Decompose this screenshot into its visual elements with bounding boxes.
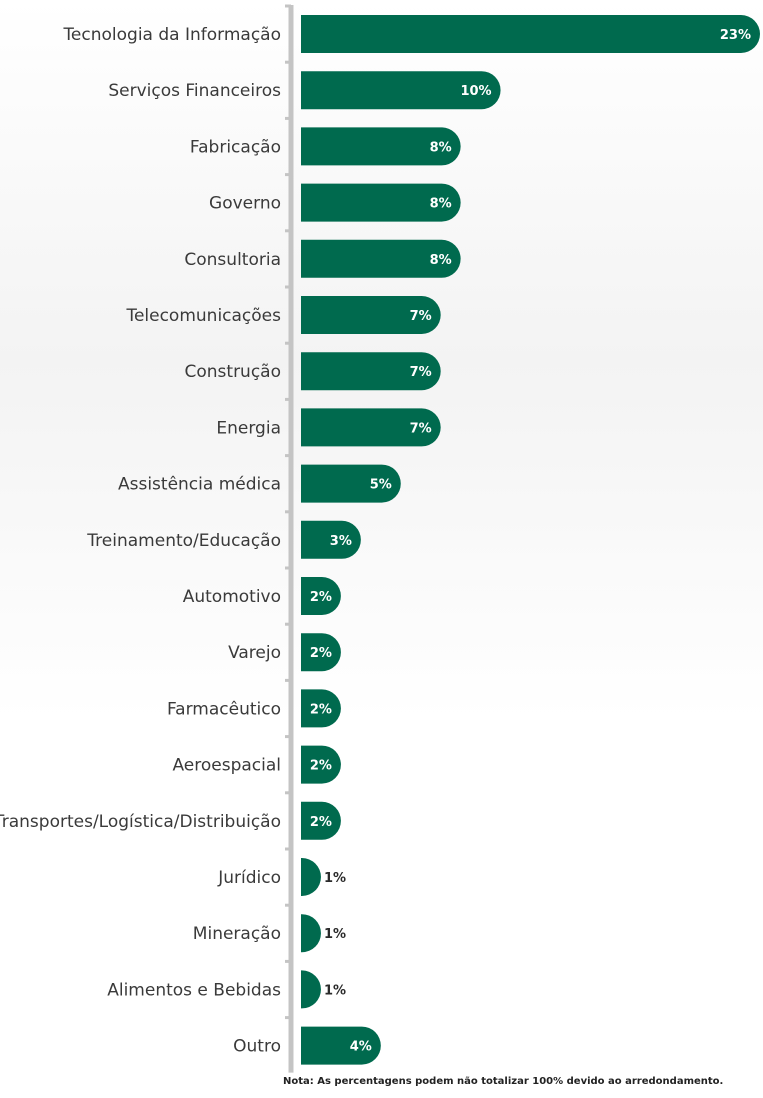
value-label: 5%: [370, 478, 392, 493]
bar-14: [301, 745, 341, 784]
bar-17: [301, 914, 321, 953]
bar-16: [301, 858, 321, 896]
category-label: Construção: [185, 362, 282, 382]
bar-5: [301, 239, 461, 278]
bars-group: [301, 15, 760, 1065]
bar-7: [301, 352, 441, 391]
value-label: 10%: [460, 84, 491, 99]
value-label: 1%: [324, 983, 346, 998]
value-label: 2%: [310, 759, 332, 774]
bar-1: [301, 15, 760, 53]
value-label: 3%: [330, 534, 352, 549]
category-label: Transportes/Logística/Distribuição: [0, 812, 281, 832]
category-label: Consultoria: [184, 250, 281, 270]
value-label: 1%: [324, 871, 346, 886]
bar-13: [301, 689, 341, 728]
value-labels-group: 23% 10% 8% 8% 8% 7% 7% 7% 5% 3% 2% 2% 2% 2% 2% 1% 1% 1% 4%: [310, 28, 751, 1055]
value-label: 2%: [310, 702, 332, 717]
category-label: Energia: [216, 418, 281, 438]
category-labels-group: Tecnologia da Informação Serviços Finance…: [0, 25, 281, 1057]
value-label: 7%: [410, 421, 432, 436]
value-label: 7%: [410, 365, 432, 380]
bar-11: [301, 577, 341, 615]
value-label: 1%: [324, 927, 346, 942]
category-label: Fabricação: [190, 137, 281, 157]
category-label: Outro: [233, 1037, 281, 1057]
category-label: Tecnologia da Informação: [62, 25, 281, 45]
footnote: Nota: As percentagens podem não totaliza…: [283, 1076, 724, 1087]
value-label: 8%: [430, 197, 452, 212]
bar-4: [301, 183, 461, 222]
category-label: Aeroespacial: [172, 756, 281, 776]
category-label: Automotivo: [183, 587, 281, 607]
bar-12: [301, 633, 341, 672]
value-label: 23%: [720, 28, 751, 43]
bar-6: [301, 296, 441, 334]
category-label: Treinamento/Educação: [86, 531, 281, 551]
bar-10: [301, 520, 361, 559]
bar-8: [301, 408, 441, 447]
value-label: 2%: [310, 815, 332, 830]
category-label: Jurídico: [217, 868, 281, 888]
value-label: 2%: [310, 590, 332, 605]
bar-9: [301, 464, 401, 503]
value-label: 8%: [430, 253, 452, 268]
bar-15: [301, 801, 341, 840]
category-label: Varejo: [228, 643, 281, 663]
category-label: Governo: [209, 194, 281, 214]
value-label: 8%: [430, 140, 452, 155]
category-label: Farmacêutico: [167, 699, 281, 719]
value-label: 4%: [350, 1040, 372, 1055]
value-label: 7%: [410, 309, 432, 324]
category-label: Mineração: [193, 924, 281, 944]
bar-19: [301, 1026, 381, 1065]
value-label: 2%: [310, 646, 332, 661]
category-label: Telecomunicações: [125, 306, 281, 326]
y-axis: [285, 4, 294, 1073]
bar-2: [301, 71, 501, 110]
category-label: Alimentos e Bebidas: [107, 980, 281, 1000]
bar-3: [301, 127, 461, 166]
bar-18: [301, 970, 321, 1009]
category-label: Serviços Financeiros: [108, 81, 281, 101]
category-label: Assistência médica: [118, 475, 281, 495]
